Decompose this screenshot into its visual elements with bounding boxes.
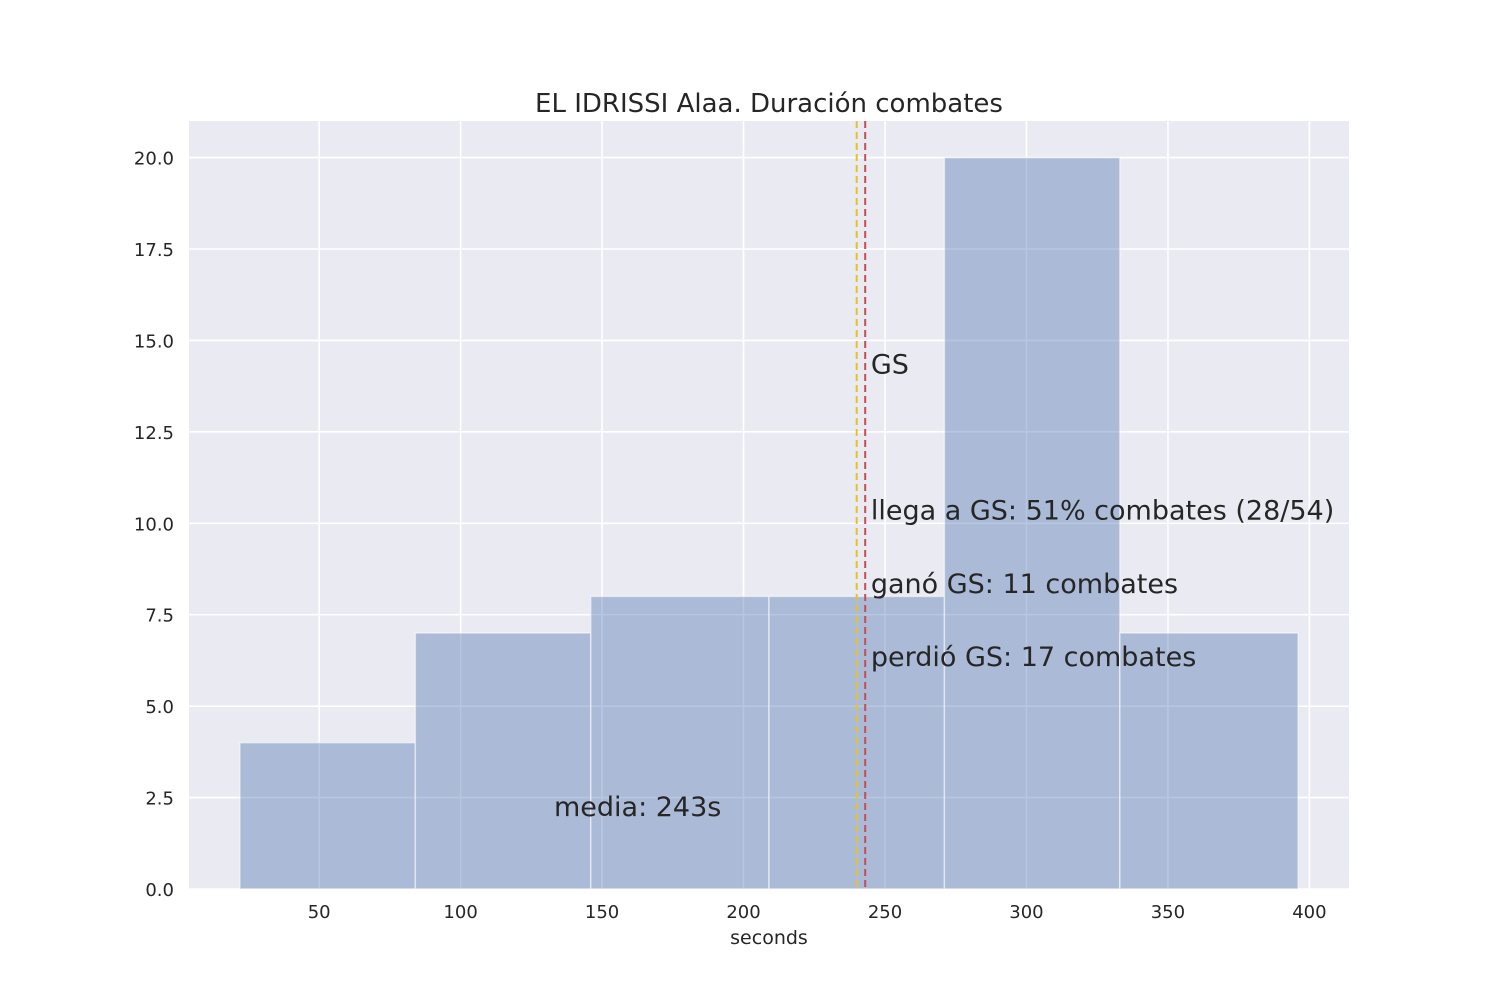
y-tick-label: 10.0 bbox=[134, 514, 174, 535]
x-axis-ticks: 50 100 150 200 250 300 350 400 bbox=[308, 902, 1327, 923]
chart-title: EL IDRISSI Alaa. Duración combates bbox=[535, 89, 1003, 119]
annotation-text: media: 243s bbox=[554, 792, 721, 823]
x-tick-label: 150 bbox=[585, 902, 619, 923]
y-axis-ticks: 0.0 2.5 5.0 7.5 10.0 12.5 15.0 17.5 20.0 bbox=[134, 149, 174, 901]
y-tick-label: 20.0 bbox=[134, 149, 174, 170]
y-tick-label: 7.5 bbox=[145, 606, 174, 627]
histogram-bar bbox=[239, 741, 417, 890]
y-tick-label: 5.0 bbox=[145, 697, 174, 718]
x-tick-label: 200 bbox=[726, 902, 760, 923]
x-tick-label: 250 bbox=[868, 902, 902, 923]
histogram-bar bbox=[943, 156, 1121, 890]
x-tick-label: 50 bbox=[308, 902, 331, 923]
x-tick-label: 100 bbox=[443, 902, 477, 923]
x-tick-label: 400 bbox=[1292, 902, 1326, 923]
y-tick-label: 12.5 bbox=[134, 423, 174, 444]
annotation-text: perdió GS: 17 combates bbox=[871, 642, 1196, 673]
annotation-text: llega a GS: 51% combates (28/54) bbox=[871, 496, 1334, 527]
histogram-bar bbox=[414, 632, 592, 890]
y-tick-label: 2.5 bbox=[145, 789, 174, 810]
annotation-text: ganó GS: 11 combates bbox=[871, 569, 1178, 600]
annotations: GS llega a GS: 51% combates (28/54) ganó G… bbox=[554, 349, 1334, 823]
x-tick-label: 300 bbox=[1009, 902, 1043, 923]
bars bbox=[239, 156, 1299, 890]
histogram-bar bbox=[590, 595, 770, 890]
x-axis-label: seconds bbox=[730, 927, 808, 949]
annotation-text: GS bbox=[871, 349, 909, 380]
histogram-bar bbox=[1119, 632, 1299, 890]
y-tick-label: 17.5 bbox=[134, 240, 174, 261]
reference-lines bbox=[855, 121, 867, 889]
x-tick-label: 350 bbox=[1151, 902, 1185, 923]
y-tick-label: 15.0 bbox=[134, 331, 174, 352]
y-tick-label: 0.0 bbox=[145, 880, 174, 901]
